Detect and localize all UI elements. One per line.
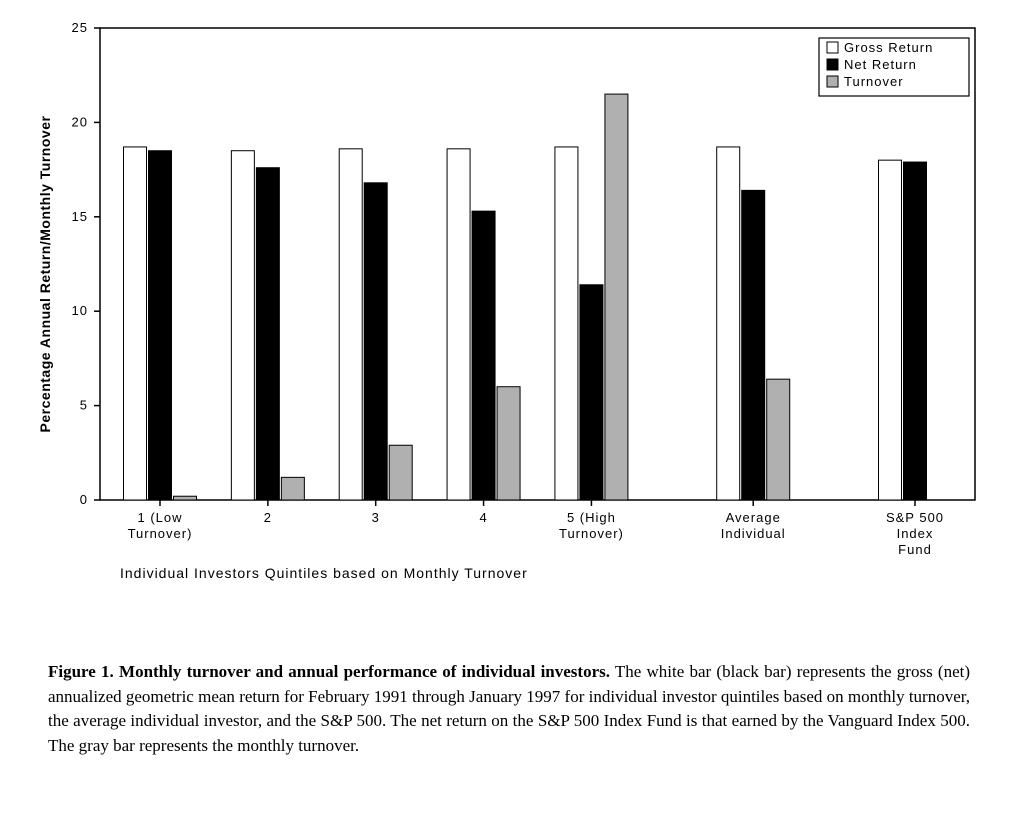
bar [555, 147, 578, 500]
svg-text:S&P 500: S&P 500 [886, 510, 944, 525]
legend-label: Net Return [844, 57, 917, 72]
legend-label: Gross Return [844, 40, 933, 55]
bar-chart: 0 5 10 15 20 25 Percentage Annual Return/Month… [30, 20, 988, 610]
figure-caption: Figure 1. Monthly turnover and annual pe… [48, 660, 970, 759]
svg-text:Individual Investors Quintiles: Individual Investors Quintiles based on … [120, 565, 528, 581]
bar [447, 149, 470, 500]
svg-text:5 (High: 5 (High [567, 510, 616, 525]
bar [174, 496, 197, 500]
caption-lead: Figure 1. Monthly turnover and annual pe… [48, 662, 610, 681]
svg-text:2: 2 [264, 510, 272, 525]
svg-text:Percentage Annual Return/Month: Percentage Annual Return/Monthly Turnove… [37, 116, 53, 433]
svg-text:0: 0 [80, 492, 88, 507]
bar [389, 445, 412, 500]
bar [742, 190, 765, 500]
bar [904, 162, 927, 500]
svg-text:4: 4 [479, 510, 487, 525]
bar [124, 147, 147, 500]
bar [472, 211, 495, 500]
bar [231, 151, 254, 500]
bar [605, 94, 628, 500]
bar [339, 149, 362, 500]
svg-text:1 (Low: 1 (Low [137, 510, 182, 525]
svg-text:Turnover): Turnover) [128, 526, 193, 541]
bar [149, 151, 172, 500]
bar [879, 160, 902, 500]
bar [256, 168, 279, 500]
bar [580, 285, 603, 500]
svg-text:20: 20 [72, 114, 88, 129]
svg-text:Index: Index [897, 526, 934, 541]
svg-text:Average: Average [726, 510, 781, 525]
legend-swatch [827, 59, 838, 70]
legend-swatch [827, 76, 838, 87]
bar [364, 183, 387, 500]
bar [497, 387, 520, 500]
svg-text:Individual: Individual [721, 526, 786, 541]
svg-text:5: 5 [80, 398, 88, 413]
legend-swatch [827, 42, 838, 53]
svg-text:15: 15 [72, 209, 88, 224]
bar [717, 147, 740, 500]
chart-container: 0 5 10 15 20 25 Percentage Annual Return/Month… [30, 20, 988, 610]
bar [281, 477, 304, 500]
legend-label: Turnover [844, 74, 904, 89]
bar [767, 379, 790, 500]
svg-text:Turnover): Turnover) [559, 526, 624, 541]
svg-text:10: 10 [72, 303, 88, 318]
svg-text:3: 3 [372, 510, 380, 525]
svg-text:25: 25 [72, 20, 88, 35]
svg-text:Fund: Fund [898, 542, 932, 557]
